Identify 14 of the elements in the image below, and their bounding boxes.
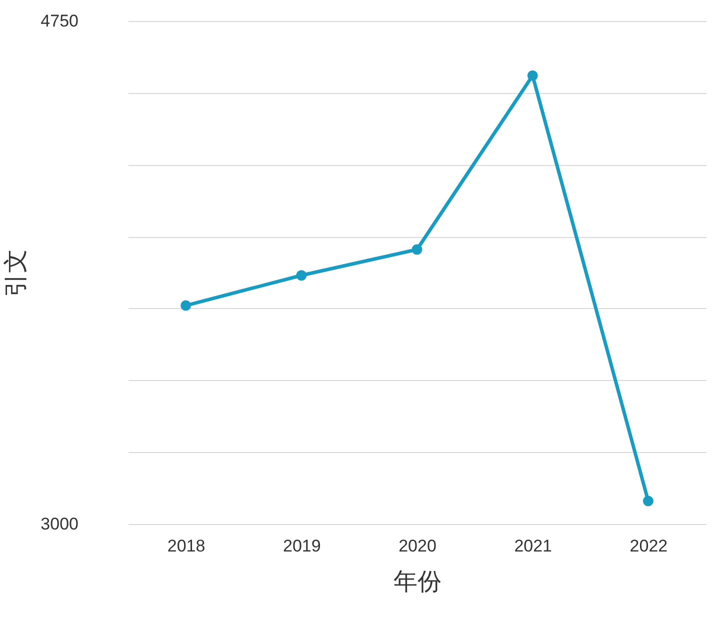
point <box>412 244 422 255</box>
y-axis-title: 引文 <box>2 249 30 297</box>
point <box>180 300 192 311</box>
x-tick-label: 2018 <box>167 536 206 556</box>
x-tick-label: 2021 <box>514 536 552 556</box>
point <box>527 70 538 81</box>
y-tick-label: 4750 <box>40 12 78 30</box>
x-axis-title: 年份 <box>394 568 442 596</box>
y-tick-label: 3000 <box>40 514 78 534</box>
point <box>642 496 654 506</box>
x-tick-label: 2019 <box>282 536 321 556</box>
x-tick-label: 2020 <box>398 536 436 556</box>
point <box>296 270 307 281</box>
x-tick-label: 2022 <box>630 536 668 556</box>
